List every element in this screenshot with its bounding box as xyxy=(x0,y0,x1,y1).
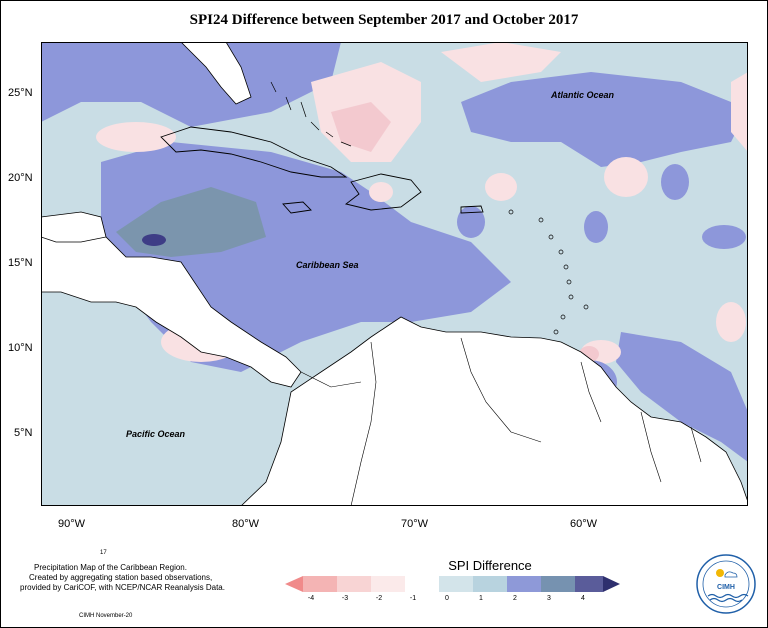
puerto-rico-outline xyxy=(460,205,484,214)
positive-anomaly-cell xyxy=(604,157,648,197)
footer-credit: CIMH November-20 xyxy=(79,613,133,619)
legend-tick: -2 xyxy=(375,595,383,602)
legend-swatch xyxy=(303,576,337,592)
lon-label-80: 80°W xyxy=(232,518,260,530)
positive-anomaly-region xyxy=(331,102,391,152)
legend-swatch xyxy=(371,576,405,592)
legend-tick: 1 xyxy=(479,595,483,602)
positive-anomaly-cell xyxy=(716,302,746,342)
lat-label-5: 5°N xyxy=(14,427,33,439)
legend-colorbar xyxy=(285,576,620,592)
positive-anomaly-cell xyxy=(96,122,176,152)
sun-icon xyxy=(716,569,724,577)
legend-tick: -4 xyxy=(307,595,315,602)
bahamas-outline xyxy=(270,81,352,147)
legend-swatch xyxy=(439,576,473,592)
legend-tick: 2 xyxy=(513,595,517,602)
map-title: SPI24 Difference between September 2017 … xyxy=(189,12,579,28)
legend-swatch xyxy=(337,576,371,592)
atlantic-ocean-label: Atlantic Ocean xyxy=(550,90,615,100)
atlantic-blue-cell xyxy=(661,164,689,200)
lon-label-90: 90°W xyxy=(58,518,86,530)
lon-label-70: 70°W xyxy=(401,518,429,530)
footer-line-3: provided by CariCOF, with NCEP/NCAR Rean… xyxy=(20,583,225,592)
yucatan-land xyxy=(41,211,107,243)
cloud-icon xyxy=(724,571,738,578)
footer-line-1: Precipitation Map of the Caribbean Regio… xyxy=(34,563,187,572)
florida-land xyxy=(180,42,252,105)
caribbean-anomaly-region xyxy=(41,42,341,127)
positive-anomaly-cell xyxy=(485,173,517,201)
atlantic-blue-cell xyxy=(457,206,485,238)
footer-small-number: 17 xyxy=(100,550,107,556)
lat-label-10: 10°N xyxy=(8,342,33,354)
positive-anomaly-region xyxy=(441,42,561,82)
south-america-land xyxy=(240,316,748,506)
legend-swatch xyxy=(575,576,603,592)
legend-tick: 4 xyxy=(581,595,585,602)
legend-tick: -3 xyxy=(341,595,349,602)
caribbean-sea-label: Caribbean Sea xyxy=(296,260,359,270)
lat-label-25: 25°N xyxy=(8,87,33,99)
legend-title: SPI Difference xyxy=(448,558,532,573)
footer-line-2: Created by aggregating station based obs… xyxy=(29,573,213,582)
legend-swatch xyxy=(507,576,541,592)
pacific-ocean-label: Pacific Ocean xyxy=(126,429,186,439)
legend-tick: -1 xyxy=(409,595,417,602)
strongest-anomaly-cell xyxy=(142,234,166,246)
cuba-outline xyxy=(160,126,348,178)
lon-label-60: 60°W xyxy=(570,518,598,530)
atlantic-blue-cell xyxy=(702,225,746,249)
lesser-antilles-outline xyxy=(508,209,589,335)
logo-text: CIMH xyxy=(717,584,735,591)
caribbean-anomaly-region xyxy=(616,332,748,462)
legend-tick: 0 xyxy=(445,595,449,602)
jamaica-outline xyxy=(282,201,312,214)
country-borders xyxy=(300,337,702,506)
positive-anomaly-region xyxy=(731,72,748,152)
legend-tick: 3 xyxy=(547,595,551,602)
waves-icon xyxy=(707,593,749,599)
spi-difference-map: Atlantic Ocean Caribbean Sea Pacific Oce… xyxy=(41,42,748,506)
lat-label-20: 20°N xyxy=(8,172,33,184)
legend-swatch xyxy=(603,576,620,592)
legend-swatch xyxy=(541,576,575,592)
waves-icon xyxy=(709,597,743,603)
hispaniola-outline xyxy=(344,173,422,211)
legend-swatch xyxy=(285,576,303,592)
caribbean-anomaly-region xyxy=(461,72,741,167)
lat-label-15: 15°N xyxy=(8,257,33,269)
cimh-logo: CIMH xyxy=(696,554,756,614)
atlantic-blue-cell xyxy=(584,211,608,243)
positive-anomaly-cell xyxy=(369,182,393,202)
central-america-land xyxy=(41,216,302,388)
legend-swatch xyxy=(473,576,507,592)
legend-swatch xyxy=(405,576,439,592)
